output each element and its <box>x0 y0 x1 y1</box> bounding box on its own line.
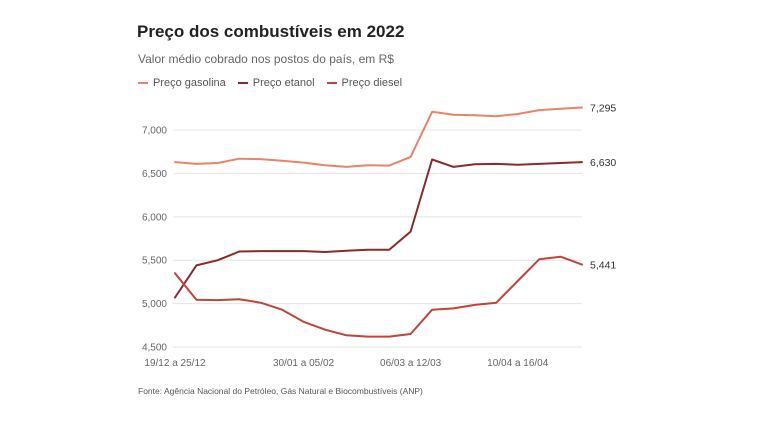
legend-item-diesel: Preço diesel <box>326 77 403 89</box>
x-tick-label: 30/01 a 05/02 <box>273 358 335 369</box>
end-label-diesel: 5,441 <box>590 260 616 272</box>
legend: Preço gasolina Preço etanol Preço diesel <box>138 76 414 90</box>
legend-label-gasolina: Preço gasolina <box>153 77 226 89</box>
y-tick-label: 5,000 <box>142 299 167 310</box>
legend-swatch-etanol <box>237 82 248 84</box>
y-tick-label: 6,000 <box>142 212 167 223</box>
chart-title: Preço dos combustíveis em 2022 <box>137 22 405 41</box>
legend-label-etanol: Preço etanol <box>252 77 315 89</box>
series-line-gasolina <box>174 106 583 168</box>
series-line-etanol <box>174 158 583 299</box>
x-tick-label: 19/12 a 25/12 <box>144 358 206 369</box>
series-line-diesel <box>174 255 583 338</box>
x-tick-label: 06/03 a 12/03 <box>380 358 442 369</box>
legend-swatch-gasolina <box>138 82 148 84</box>
legend-item-gasolina: Preço gasolina <box>138 77 226 89</box>
y-tick-label: 7,000 <box>142 126 167 137</box>
y-tick-label: 4,500 <box>142 343 167 354</box>
end-label-etanol: 6,630 <box>590 157 616 169</box>
legend-swatch-diesel <box>326 82 337 84</box>
y-tick-label: 6,500 <box>142 169 167 180</box>
y-tick-label: 5,500 <box>142 256 167 267</box>
x-tick-label: 10/04 a 16/04 <box>487 358 549 369</box>
chart-subtitle: Valor médio cobrado nos postos do país, … <box>138 52 394 66</box>
legend-item-etanol: Preço etanol <box>237 77 315 89</box>
end-label-gasolina: 7,295 <box>590 102 616 114</box>
source-note: Fonte: Agência Nacional do Petróleo, Gás… <box>138 386 423 396</box>
legend-label-diesel: Preço diesel <box>341 77 403 89</box>
